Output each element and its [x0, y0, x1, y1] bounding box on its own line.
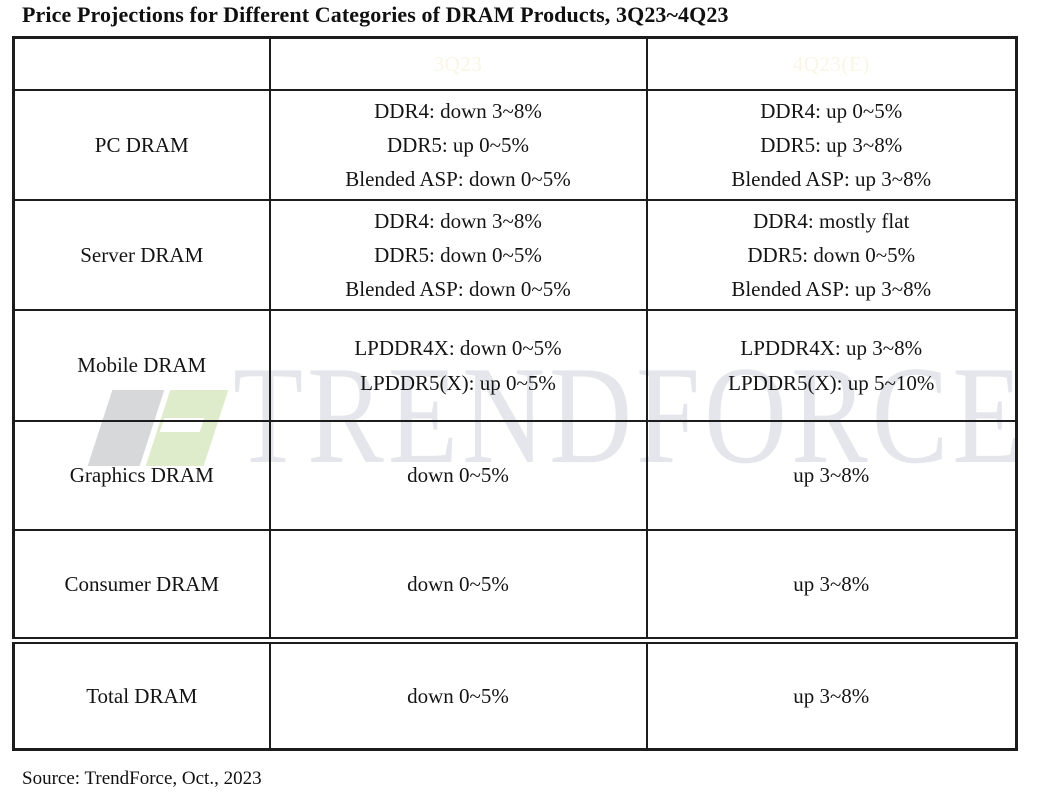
q3-cell: down 0~5%	[268, 420, 648, 531]
category-cell: Consumer DRAM	[12, 529, 271, 644]
column-header-3q23: 3Q23	[268, 36, 648, 91]
table-row-server-dram: Server DRAM DDR4: down 3~8% DDR5: down 0…	[12, 199, 1018, 311]
q4-cell: up 3~8%	[645, 529, 1018, 644]
q3-cell: down 0~5%	[268, 639, 648, 751]
q3-cell: DDR4: down 3~8% DDR5: down 0~5% Blended …	[268, 199, 648, 311]
category-cell: Mobile DRAM	[12, 309, 271, 422]
category-cell: Graphics DRAM	[12, 420, 271, 531]
table-row-total-dram: Total DRAM down 0~5% up 3~8%	[12, 639, 1018, 751]
q3-cell: LPDDR4X: down 0~5% LPDDR5(X): up 0~5%	[268, 309, 648, 422]
category-cell: PC DRAM	[12, 89, 271, 201]
q4-cell: DDR4: mostly flat DDR5: down 0~5% Blende…	[645, 199, 1018, 311]
q4-cell: DDR4: up 0~5% DDR5: up 3~8% Blended ASP:…	[645, 89, 1018, 201]
dram-price-projection-table: 3Q23 4Q23(E) PC DRAM DDR4: down 3~8% DDR…	[12, 36, 1018, 751]
table-row-mobile-dram: Mobile DRAM LPDDR4X: down 0~5% LPDDR5(X)…	[12, 309, 1018, 422]
q4-cell: up 3~8%	[645, 420, 1018, 531]
source-note: Source: TrendForce, Oct., 2023	[22, 768, 262, 789]
category-cell: Server DRAM	[12, 199, 271, 311]
page-title: Price Projections for Different Categori…	[22, 2, 729, 27]
table-row-consumer-dram: Consumer DRAM down 0~5% up 3~8%	[12, 529, 1018, 644]
q4-cell: up 3~8%	[645, 639, 1018, 751]
header-row: 3Q23 4Q23(E)	[12, 36, 1018, 91]
table-row-graphics-dram: Graphics DRAM down 0~5% up 3~8%	[12, 420, 1018, 531]
column-header-category	[12, 36, 271, 91]
q3-cell: down 0~5%	[268, 529, 648, 644]
q4-cell: LPDDR4X: up 3~8% LPDDR5(X): up 5~10%	[645, 309, 1018, 422]
table-row-pc-dram: PC DRAM DDR4: down 3~8% DDR5: up 0~5% Bl…	[12, 89, 1018, 201]
q3-cell: DDR4: down 3~8% DDR5: up 0~5% Blended AS…	[268, 89, 648, 201]
column-header-4q23e: 4Q23(E)	[645, 36, 1018, 91]
category-cell: Total DRAM	[12, 639, 271, 751]
